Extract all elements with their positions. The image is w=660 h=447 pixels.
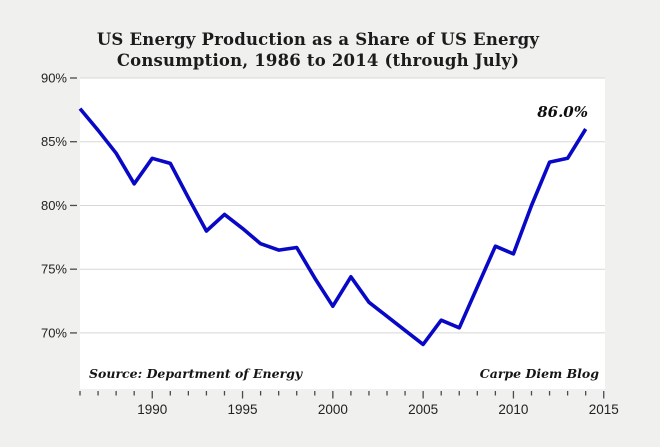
blog-credit: Carpe Diem Blog [479,366,599,381]
peak-annotation: 86.0% [537,103,588,121]
x-tick-label: 2010 [498,402,528,417]
source-note: Source: Department of Energy [89,366,303,381]
x-tick-label: 2000 [318,402,348,417]
x-tick-label: 1995 [228,402,258,417]
chart-title-line-1: US Energy Production as a Share of US En… [96,30,540,49]
x-tick-label: 2005 [408,402,438,417]
data-line [78,107,588,347]
x-tick-label: 2015 [589,402,619,417]
chart-title-line-2: Consumption, 1986 to 2014 (through July) [116,51,520,70]
y-tick-label: 75% [41,262,67,277]
y-tick-label: 70% [41,325,67,340]
x-tick-label: 1990 [137,402,167,417]
y-tick-label: 80% [41,198,67,213]
y-tick-label: 90% [41,71,67,86]
chart-title: US Energy Production as a Share of US En… [0,29,636,71]
plot-area [80,78,605,389]
y-tick-label: 85% [41,134,67,149]
